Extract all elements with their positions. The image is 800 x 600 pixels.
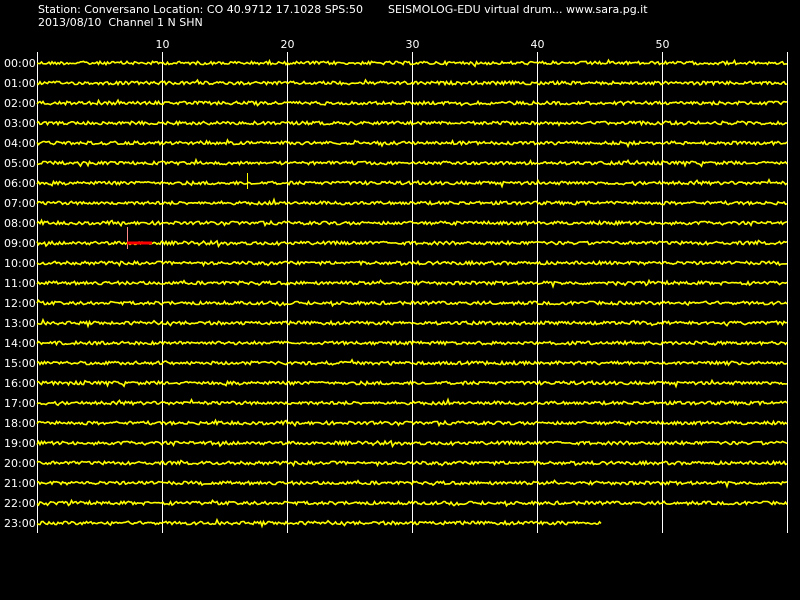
seismic-trace-1900 <box>36 439 788 449</box>
seismic-trace-2000 <box>36 459 788 468</box>
row-time-label: 13:00 <box>4 317 36 330</box>
row-time-label: 21:00 <box>4 477 36 490</box>
seismic-trace-2300 <box>36 517 602 529</box>
row-time-label: 23:00 <box>4 517 36 530</box>
row-time-label: 02:00 <box>4 97 36 110</box>
date-channel-text: 2013/08/10 Channel 1 N SHN <box>38 16 203 29</box>
seismic-trace-0100 <box>36 78 788 87</box>
row-time-label: 08:00 <box>4 217 36 230</box>
row-time-label: 16:00 <box>4 377 36 390</box>
x-tick-label: 20 <box>281 38 295 51</box>
row-time-label: 11:00 <box>4 277 36 290</box>
x-tick-label: 50 <box>656 38 670 51</box>
seismic-trace-0600 <box>36 177 788 189</box>
row-time-label: 00:00 <box>4 57 36 70</box>
seismic-trace-0500 <box>36 157 788 168</box>
seismic-trace-1200 <box>36 298 788 308</box>
row-time-label: 14:00 <box>4 337 36 350</box>
seismic-trace-0400 <box>36 138 788 149</box>
row-time-label: 15:00 <box>4 357 36 370</box>
row-time-label: 17:00 <box>4 397 36 410</box>
seismic-trace-1500 <box>36 358 788 367</box>
x-tick-label: 40 <box>531 38 545 51</box>
seismic-trace-0800 <box>36 218 788 228</box>
row-time-label: 04:00 <box>4 137 36 150</box>
row-time-label: 10:00 <box>4 257 36 270</box>
seismic-trace-0700 <box>36 197 788 207</box>
row-time-label: 20:00 <box>4 457 36 470</box>
row-time-label: 06:00 <box>4 177 36 190</box>
seismic-trace-0000 <box>36 58 787 68</box>
x-tick-label: 10 <box>156 38 170 51</box>
x-tick-label: 30 <box>406 38 420 51</box>
seismic-trace-1400 <box>36 339 788 347</box>
row-time-label: 09:00 <box>4 237 36 250</box>
row-time-label: 18:00 <box>4 417 36 430</box>
seismic-trace-1300 <box>36 317 788 329</box>
row-time-label: 07:00 <box>4 197 36 210</box>
row-time-label: 03:00 <box>4 117 36 130</box>
seismic-trace-0900 <box>36 239 788 249</box>
seismic-trace-1800 <box>36 418 788 428</box>
seismic-trace-1600 <box>36 378 788 389</box>
seismic-trace-0300 <box>36 119 788 127</box>
row-time-label: 12:00 <box>4 297 36 310</box>
row-time-label: 05:00 <box>4 157 36 170</box>
seismic-trace-2200 <box>36 498 788 508</box>
app-title-text: SEISMOLOG-EDU virtual drum... www.sara.p… <box>388 3 648 16</box>
seismic-trace-1000 <box>36 259 788 268</box>
seismic-trace-2100 <box>36 479 788 489</box>
row-time-label: 01:00 <box>4 77 36 90</box>
row-time-label: 22:00 <box>4 497 36 510</box>
seismic-trace-1100 <box>36 278 788 289</box>
station-info-text: Station: Conversano Location: CO 40.9712… <box>38 3 363 16</box>
row-time-label: 19:00 <box>4 437 36 450</box>
seismic-trace-1700 <box>36 397 788 407</box>
seismic-trace-0200 <box>36 98 788 107</box>
